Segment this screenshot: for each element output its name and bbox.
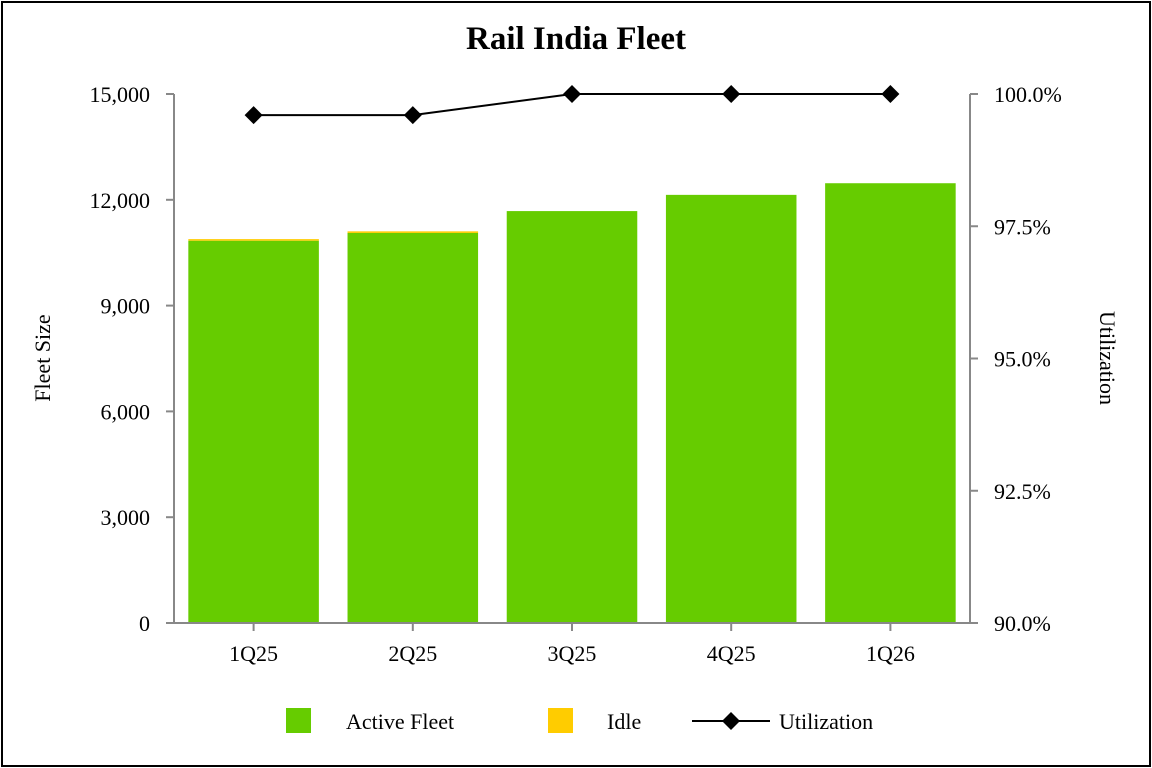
utilization-marker <box>563 85 581 103</box>
legend-swatch-idle <box>548 708 573 733</box>
y-tick-label: 3,000 <box>101 505 151 530</box>
y2-tick-label: 97.5% <box>994 214 1051 239</box>
legend-label-active-fleet: Active Fleet <box>346 709 454 734</box>
bar-active-fleet <box>506 211 638 623</box>
bar-idle <box>188 239 319 241</box>
y2-tick-label: 100.0% <box>994 82 1062 107</box>
legend-marker-utilization <box>722 712 740 730</box>
plot-area: 0 3,000 6,000 9,000 12,000 15,000 90.0% 92.5% 95… <box>90 82 1062 666</box>
utilization-marker <box>244 106 263 125</box>
bar-active-fleet <box>188 240 319 623</box>
y-tick-label: 12,000 <box>90 188 151 213</box>
y-tick-label: 0 <box>139 611 150 636</box>
x-tick-label: 1Q26 <box>866 641 915 666</box>
utilization-marker <box>722 85 741 103</box>
legend-label-utilization: Utilization <box>779 709 873 734</box>
y2-tick-label: 95.0% <box>994 347 1051 372</box>
x-tick-label: 3Q25 <box>548 641 597 666</box>
chart-title: Rail India Fleet <box>466 21 686 57</box>
bar-idle <box>347 231 479 233</box>
y-axis-title: Fleet Size <box>30 314 55 401</box>
y2-axis-title: Utilization <box>1095 311 1120 405</box>
legend-label-idle: Idle <box>607 709 641 734</box>
y-tick-label: 15,000 <box>90 82 151 107</box>
y2-tick-label: 92.5% <box>994 479 1051 504</box>
legend: Active Fleet Idle Utilization <box>286 708 873 734</box>
bar-active-fleet <box>347 232 479 623</box>
utilization-marker <box>403 106 422 125</box>
y2-tick-label: 90.0% <box>994 611 1051 636</box>
legend-swatch-active-fleet <box>286 708 311 733</box>
bar-active-fleet <box>825 183 956 623</box>
x-tick-label: 1Q25 <box>229 641 278 666</box>
x-tick-label: 4Q25 <box>707 641 756 666</box>
y-tick-label: 6,000 <box>101 399 151 424</box>
y-tick-label: 9,000 <box>101 294 151 319</box>
bar-active-fleet <box>665 194 797 623</box>
utilization-marker <box>881 85 900 103</box>
x-tick-label: 2Q25 <box>388 641 437 666</box>
